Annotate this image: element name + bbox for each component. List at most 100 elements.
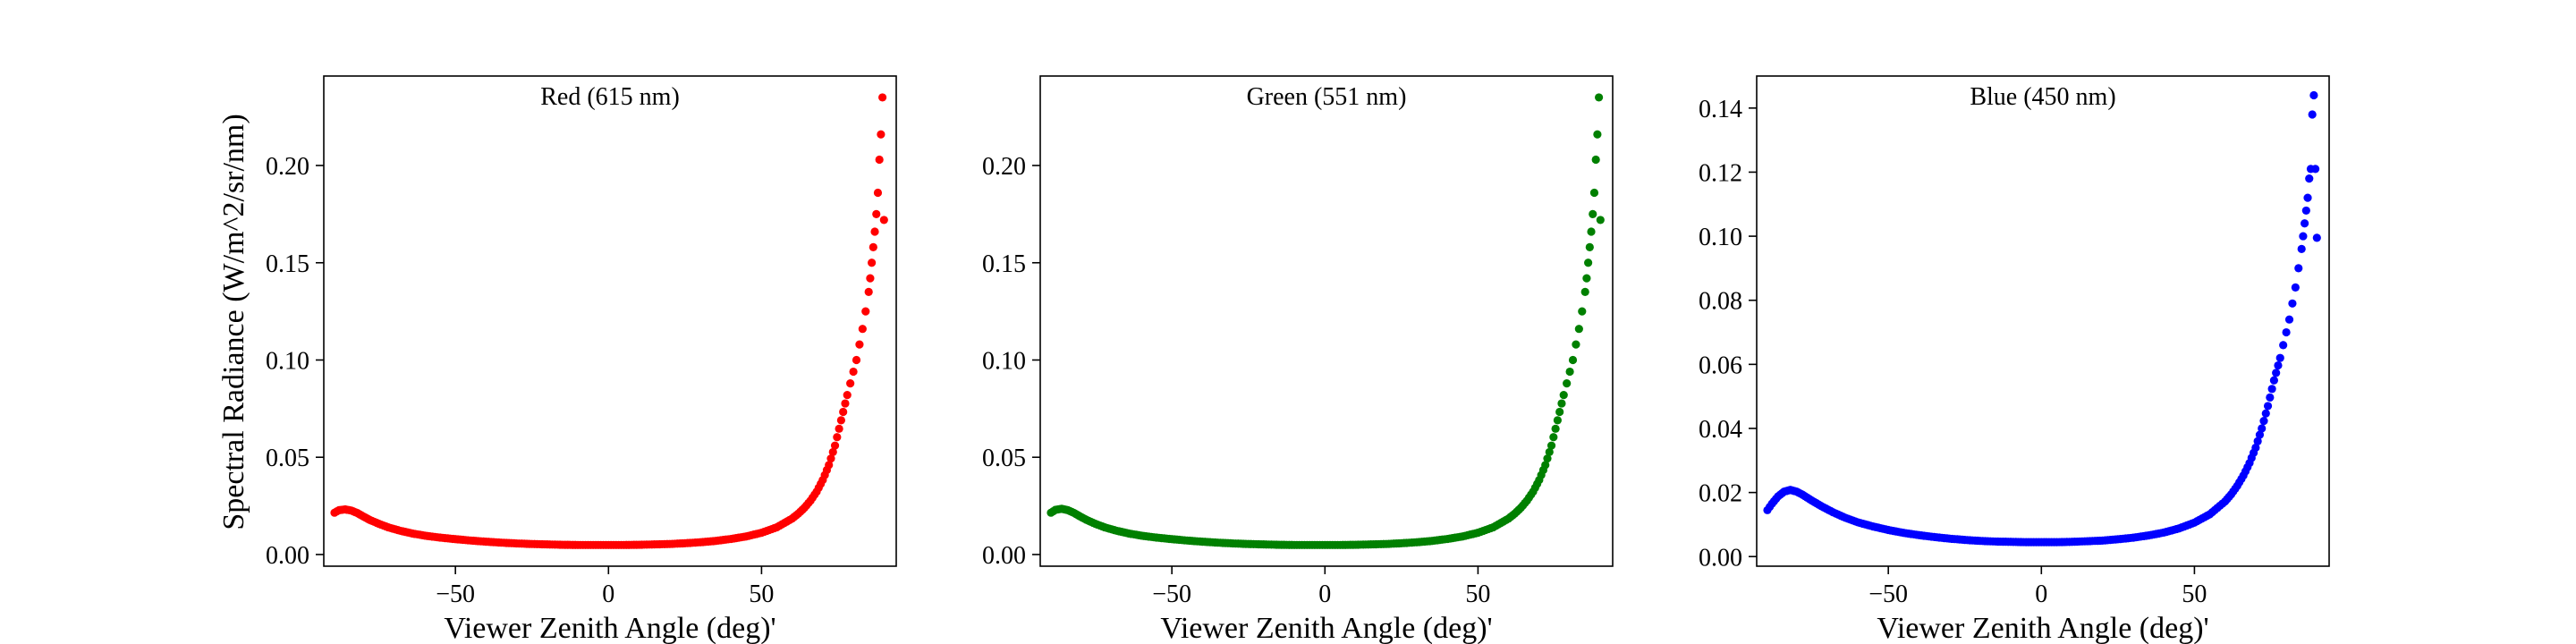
data-point — [843, 391, 852, 400]
y-tick-label: 0.02 — [1699, 480, 1742, 508]
data-point — [1587, 227, 1596, 236]
data-point — [1578, 307, 1587, 316]
data-point — [858, 325, 867, 334]
data-point — [1543, 454, 1552, 463]
data-point — [1595, 93, 1604, 102]
x-tick-label: −50 — [1868, 580, 1908, 608]
y-tick-label: 0.00 — [266, 542, 309, 570]
data-point — [2279, 341, 2288, 350]
data-point — [1549, 433, 1558, 442]
data-point — [2275, 353, 2284, 362]
y-tick-label: 0.05 — [266, 445, 309, 472]
data-point — [2312, 233, 2321, 242]
x-tick-label: −50 — [436, 580, 475, 608]
data-point — [830, 441, 840, 450]
data-point — [2269, 376, 2278, 385]
data-point — [1559, 391, 1568, 400]
data-point — [2305, 174, 2314, 183]
data-point — [825, 461, 834, 470]
y-tick-label: 0.10 — [982, 347, 1026, 375]
data-point — [2294, 264, 2303, 273]
panel-title: Blue (450 nm) — [1970, 83, 2115, 111]
y-tick-label: 0.14 — [1699, 96, 1742, 123]
panel-green: −50 0 50 0.00 0.05 0.10 0.15 0.20 Green (551 n… — [982, 75, 1614, 644]
data-point — [869, 242, 877, 251]
data-point — [2297, 244, 2306, 254]
data-point — [877, 130, 886, 139]
data-point — [2308, 110, 2317, 119]
y-tick-label: 0.20 — [982, 153, 1026, 181]
y-ticks: 0.00 0.02 0.04 0.06 0.08 0.10 0.12 0.14 — [1699, 96, 1757, 572]
data-point — [2284, 315, 2294, 324]
y-tick-label: 0.15 — [982, 250, 1026, 278]
data-point — [2267, 385, 2276, 394]
data-point — [846, 378, 855, 388]
x-tick-label: 0 — [2035, 580, 2047, 608]
data-point — [1546, 441, 1556, 450]
x-ticks: −50 0 50 — [1152, 566, 1490, 608]
data-point — [878, 93, 887, 102]
data-point — [1551, 424, 1560, 433]
x-tick-label: −50 — [1152, 580, 1191, 608]
data-point — [841, 399, 850, 408]
plot-frame — [1039, 75, 1614, 567]
x-axis-label: Viewer Zenith Angle (deg)' — [1160, 612, 1492, 644]
y-ticks: 0.00 0.05 0.10 0.15 0.20 — [982, 153, 1040, 570]
data-point — [1596, 216, 1605, 225]
data-point — [2272, 369, 2281, 377]
data-points — [1046, 93, 1605, 549]
data-point — [849, 367, 858, 377]
y-tick-label: 0.04 — [1699, 416, 1742, 444]
data-point — [2263, 402, 2273, 411]
data-point — [833, 433, 842, 442]
data-point — [2253, 436, 2262, 445]
data-point — [1563, 378, 1572, 388]
data-point — [836, 416, 846, 425]
data-point — [879, 216, 888, 225]
plot-frame — [323, 75, 897, 567]
y-tick-label: 0.12 — [1699, 159, 1742, 187]
data-point — [839, 407, 848, 417]
panel-red: −50 0 50 0.00 0.05 0.10 0.15 0.20 Red (615 nm)… — [266, 75, 897, 644]
data-point — [2251, 443, 2260, 453]
data-point — [864, 287, 873, 296]
data-point — [1557, 399, 1566, 408]
data-point — [873, 188, 883, 198]
panel-title: Green (551 nm) — [1247, 83, 1407, 111]
data-point — [2255, 430, 2265, 439]
data-points — [1763, 90, 2321, 547]
data-point — [2258, 424, 2267, 433]
data-point — [1545, 447, 1554, 457]
y-tick-label: 0.05 — [982, 445, 1026, 472]
plot-frame — [1756, 75, 2330, 567]
data-point — [1541, 461, 1550, 470]
data-point — [2311, 165, 2320, 174]
data-point — [2309, 90, 2318, 100]
data-point — [2274, 360, 2283, 370]
data-point — [1574, 325, 1583, 334]
data-point — [870, 227, 879, 236]
x-ticks: −50 0 50 — [1868, 566, 2207, 608]
data-point — [1568, 355, 1578, 365]
data-point — [1585, 242, 1594, 251]
data-point — [1553, 416, 1562, 425]
data-point — [1589, 209, 1597, 218]
data-point — [828, 447, 837, 457]
data-point — [868, 258, 877, 267]
data-point — [1580, 287, 1589, 296]
data-point — [875, 155, 884, 165]
shared-y-axis-label: Spectral Radiance (W/m^2/sr/nm) — [217, 114, 250, 530]
data-point — [1565, 367, 1574, 377]
x-tick-label: 50 — [2182, 580, 2207, 608]
x-tick-label: 50 — [1465, 580, 1490, 608]
data-point — [2288, 299, 2297, 308]
x-ticks: −50 0 50 — [436, 566, 774, 608]
panel-blue: −50 0 50 0.000.020.040.060.080.100.120.14 … — [1699, 75, 2330, 644]
y-tick-label: 0.20 — [266, 153, 309, 181]
data-point — [861, 307, 870, 316]
data-point — [866, 274, 875, 283]
data-point — [2301, 219, 2309, 228]
data-point — [1584, 258, 1593, 267]
x-axis-label: Viewer Zenith Angle (deg)' — [1877, 612, 2208, 644]
y-ticks: 0.00 0.05 0.10 0.15 0.20 — [266, 153, 324, 570]
